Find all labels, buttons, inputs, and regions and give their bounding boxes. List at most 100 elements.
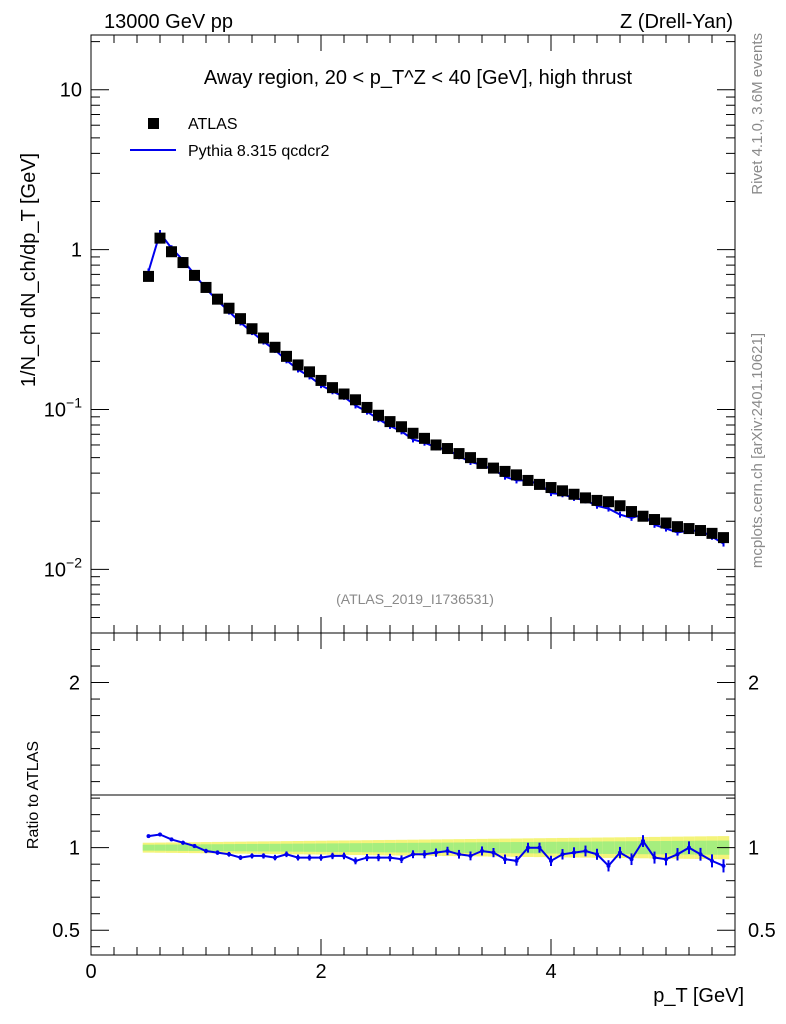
- ratio-panel: 2 2 1 1 0.5 0.5: [52, 632, 776, 956]
- band-inner-segment: [349, 843, 362, 853]
- ratio-point: [618, 850, 622, 855]
- band-inner-segment: [257, 843, 270, 852]
- band-inner-segment: [453, 842, 465, 853]
- atlas-point: [246, 323, 258, 335]
- ratio-point: [250, 853, 254, 858]
- atlas-point: [177, 257, 189, 269]
- band-inner-segment: [200, 844, 212, 852]
- ratio-point: [629, 857, 634, 862]
- atlas-point: [683, 523, 695, 535]
- band-inner-segment: [142, 844, 155, 851]
- ratio-point: [296, 855, 300, 860]
- atlas-point: [626, 506, 637, 518]
- main-panel: Away region, 20 < p_T^Z < 40 [GeV], high…: [44, 34, 736, 634]
- atlas-point: [361, 401, 373, 413]
- ratio-point: [227, 852, 231, 857]
- x-tick-label: 0: [85, 961, 96, 983]
- atlas-point: [568, 488, 580, 500]
- ratio-y-axis-title: Ratio to ATLAS: [25, 741, 42, 849]
- ratio-point: [526, 845, 530, 850]
- atlas-point: [522, 474, 534, 486]
- ratio-point: [457, 852, 461, 857]
- plot-title: Away region, 20 < p_T^Z < 40 [GeV], high…: [204, 67, 633, 89]
- band-inner-segment: [591, 841, 603, 854]
- atlas-point: [384, 416, 396, 428]
- atlas-point: [143, 270, 154, 282]
- atlas-point: [327, 382, 338, 394]
- ratio-point: [146, 834, 151, 839]
- atlas-point: [545, 482, 557, 494]
- band-inner-segment: [177, 844, 189, 851]
- band-inner-segment: [384, 842, 396, 853]
- ratio-point: [181, 840, 185, 845]
- band-inner-segment: [602, 841, 615, 854]
- band-inner-segment: [418, 842, 431, 853]
- ratio-point: [652, 855, 657, 860]
- ratio-point: [307, 855, 312, 860]
- atlas-point: [442, 443, 453, 455]
- ratio-y-tick-label-left: 1: [69, 838, 80, 860]
- atlas-point: [154, 232, 166, 244]
- atlas-point: [499, 465, 511, 477]
- atlas-point: [407, 427, 419, 439]
- ratio-point: [537, 845, 542, 850]
- atlas-point: [706, 527, 718, 539]
- atlas-point: [430, 439, 442, 451]
- ratio-point: [353, 858, 358, 863]
- ratio-point: [158, 832, 162, 837]
- legend-atlas-marker: [148, 118, 159, 129]
- pythia-line: [147, 230, 725, 545]
- atlas-point: [269, 341, 281, 353]
- band-inner-segment: [499, 842, 511, 854]
- band-inner-segment: [660, 840, 672, 855]
- band-inner-segment: [154, 844, 166, 851]
- ratio-point: [572, 850, 576, 855]
- band-inner-segment: [407, 842, 419, 853]
- band-inner-segment: [487, 842, 500, 854]
- atlas-point: [304, 366, 315, 378]
- x-tick-label: 2: [315, 961, 326, 983]
- band-inner-segment: [395, 842, 408, 853]
- ratio-point: [376, 855, 381, 860]
- atlas-point: [534, 478, 545, 490]
- atlas-point: [315, 374, 327, 386]
- x-axis-title: p_T [GeV]: [653, 985, 744, 1007]
- band-inner-segment: [315, 843, 327, 852]
- atlas-point: [212, 293, 223, 305]
- ratio-point: [284, 852, 289, 857]
- ratio-point: [606, 863, 611, 868]
- atlas-point: [235, 313, 246, 325]
- band-inner-segment: [269, 843, 281, 852]
- ratio-point: [480, 848, 484, 853]
- band-inner-segment: [326, 843, 339, 852]
- ratio-point: [675, 852, 680, 857]
- ratio-point: [388, 855, 392, 860]
- analysis-label: (ATLAS_2019_I1736531): [336, 591, 494, 607]
- band-inner-segment: [464, 842, 477, 853]
- band-inner-segment: [430, 842, 442, 853]
- rivet-label: Rivet 4.1.0, 3.6M events: [749, 33, 766, 195]
- ratio-point: [399, 857, 404, 862]
- band-inner-segment: [625, 841, 638, 855]
- atlas-point: [419, 432, 430, 444]
- atlas-point: [695, 525, 706, 537]
- collision-label: 13000 GeV pp: [104, 11, 233, 33]
- ratio-point: [261, 853, 266, 858]
- ratio-point: [342, 853, 346, 858]
- atlas-point: [453, 448, 465, 460]
- main-y-tick-label: 10−1: [44, 395, 82, 422]
- band-inner-segment: [545, 841, 557, 854]
- band-inner-segment: [211, 844, 224, 852]
- atlas-point: [189, 269, 200, 281]
- ratio-point: [698, 852, 703, 857]
- atlas-point: [511, 469, 522, 481]
- band-inner-segment: [292, 843, 304, 852]
- ratio-point: [273, 855, 277, 860]
- ratio-point: [664, 857, 668, 862]
- main-y-axis-title: 1/N_ch dN_ch/dp_T [GeV]: [18, 153, 40, 387]
- tick-exponent: −2: [66, 554, 82, 570]
- ratio-point: [721, 863, 726, 868]
- atlas-point: [718, 532, 729, 544]
- atlas-point: [649, 514, 660, 526]
